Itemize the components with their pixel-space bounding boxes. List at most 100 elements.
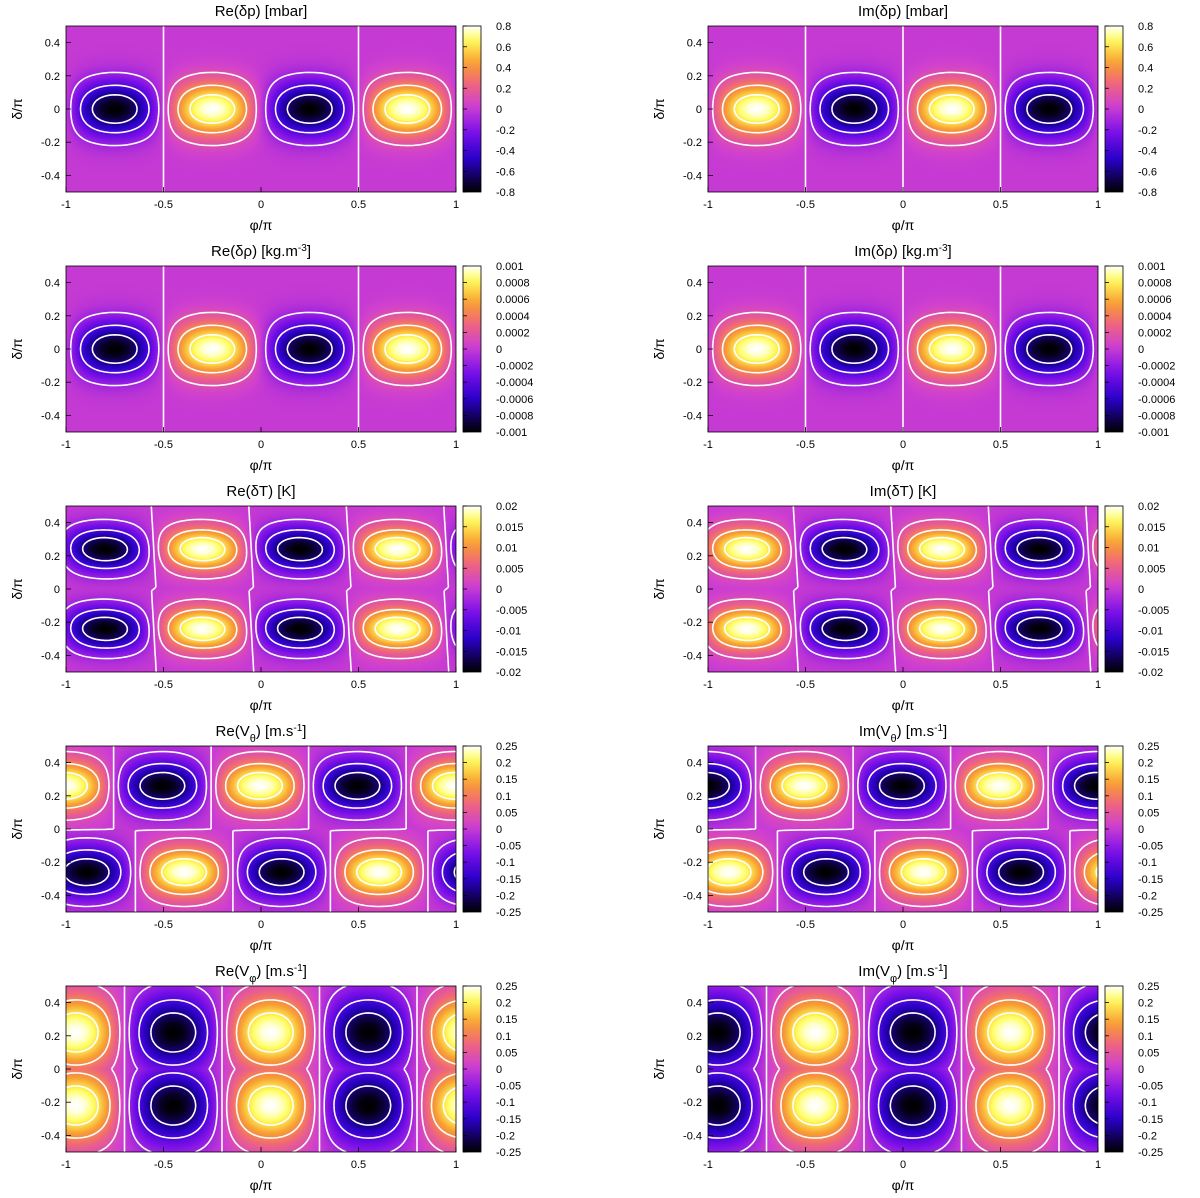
colorbar-tick-label-im-vtheta: -0.2 xyxy=(1138,890,1157,902)
x-tick-label-im-dt: 0.5 xyxy=(993,679,1008,691)
colorbar-tick-label-im-dt: 0 xyxy=(1138,584,1144,596)
colorbar-tick-label-re-dt: 0.005 xyxy=(496,563,524,575)
x-tick-label-re-drho: 0 xyxy=(258,439,264,451)
title-im-dt: Im(δT) [K] xyxy=(870,483,937,500)
x-tick-label-im-drho: 0.5 xyxy=(993,439,1008,451)
x-tick-label-im-dp: 0 xyxy=(900,199,906,211)
y-tick-label-im-dp: 0.2 xyxy=(687,71,702,83)
colorbar-tick-label-re-dp: -0.6 xyxy=(496,166,515,178)
x-axis-label-im-dp: φ/π xyxy=(892,217,915,233)
x-tick-label-im-vphi: 0 xyxy=(900,1159,906,1171)
colorbar-tick-label-im-drho: -0.0006 xyxy=(1138,394,1175,406)
panel-im-dt: Im(δT) [K] -1 -0.5 0 0.5 1 -0.4 -0.2 0 0.2 0.4 φ/π δ… xyxy=(651,483,1169,713)
colorbar-tick-label-re-dp: 0.4 xyxy=(496,63,511,75)
y-tick-label-re-vphi: 0.4 xyxy=(45,998,60,1010)
colorbar-tick-label-im-drho: -0.0004 xyxy=(1138,377,1175,389)
x-axis-label-im-dt: φ/π xyxy=(892,697,915,713)
x-tick-label-re-vphi: 1 xyxy=(453,1159,459,1171)
y-tick-label-re-vphi: -0.4 xyxy=(41,1130,60,1142)
x-tick-label-im-drho: 0 xyxy=(900,439,906,451)
x-axis-label-re-vphi: φ/π xyxy=(250,1177,273,1193)
y-tick-label-im-vtheta: 0.2 xyxy=(687,791,702,803)
colorbar-tick-label-re-dp: 0.6 xyxy=(496,42,511,54)
colorbar-tick-label-re-vphi: 0.1 xyxy=(496,1031,511,1043)
heatmap-re-dp xyxy=(66,26,456,192)
x-tick-label-re-dp: 0 xyxy=(258,199,264,211)
x-tick-label-re-vphi: 0.5 xyxy=(351,1159,366,1171)
x-tick-label-im-drho: -1 xyxy=(703,439,713,451)
colorbar-tick-label-im-dt: 0.005 xyxy=(1138,563,1166,575)
y-tick-label-re-drho: 0 xyxy=(54,344,60,356)
y-tick-label-re-vphi: 0.2 xyxy=(45,1031,60,1043)
panel-im-drho: Im(δρ) [kg.m-3] -1 -0.5 0 0.5 1 -0.4 -0.2 0 0.2 0.… xyxy=(651,243,1175,474)
y-tick-label-re-vtheta: 0 xyxy=(54,824,60,836)
y-axis-label-re-dt: δ/π xyxy=(9,578,25,600)
colorbar-tick-label-re-drho: -0.0008 xyxy=(496,410,533,422)
colorbar-tick-label-re-dt: 0.015 xyxy=(496,522,524,534)
y-tick-label-re-dt: -0.2 xyxy=(41,617,60,629)
colorbar-tick-label-re-vtheta: 0.15 xyxy=(496,774,517,786)
colorbar-tick-label-im-vphi: 0.15 xyxy=(1138,1014,1159,1026)
colorbar-tick-label-re-vtheta: -0.2 xyxy=(496,890,515,902)
colorbar-tick-label-im-dt: -0.015 xyxy=(1138,646,1169,658)
y-tick-label-re-dp: -0.4 xyxy=(41,170,60,182)
colorbar-tick-label-re-vtheta: 0 xyxy=(496,824,502,836)
panel-re-drho: Re(δρ) [kg.m-3] -1 -0.5 0 0.5 1 -0.4 -0.2 0 0.2 0.… xyxy=(9,243,533,474)
colorbar-tick-label-re-dp: 0.2 xyxy=(496,83,511,95)
title-re-vtheta: Re(Vθ) [m.s-1] xyxy=(216,723,307,746)
x-tick-label-im-dt: -0.5 xyxy=(796,679,815,691)
y-axis-label-re-vphi: δ/π xyxy=(9,1058,25,1080)
x-tick-label-im-vphi: -0.5 xyxy=(796,1159,815,1171)
colorbar-tick-label-re-drho: 0 xyxy=(496,344,502,356)
y-tick-label-im-vtheta: 0.4 xyxy=(687,758,702,770)
colorbar-tick-label-re-dt: 0.02 xyxy=(496,501,517,513)
y-tick-label-re-dt: -0.4 xyxy=(41,650,60,662)
colorbar-tick-label-re-dt: -0.005 xyxy=(496,605,527,617)
x-tick-label-re-vtheta: 0 xyxy=(258,919,264,931)
y-tick-label-re-drho: 0.2 xyxy=(45,311,60,323)
y-tick-label-re-dt: 0.2 xyxy=(45,551,60,563)
colorbar-tick-label-im-dp: -0.6 xyxy=(1138,166,1157,178)
x-axis-label-re-drho: φ/π xyxy=(250,457,273,473)
title-re-vphi: Re(Vφ) [m.s-1] xyxy=(215,963,307,986)
colorbar-tick-label-im-vphi: -0.05 xyxy=(1138,1081,1163,1093)
panel-re-dp: Re(δp) [mbar] -1 -0.5 0 0.5 1 -0.4 -0.2 0 0.2 0.4 φ… xyxy=(9,3,515,233)
y-tick-label-im-vtheta: -0.2 xyxy=(683,857,702,869)
colorbar-tick-label-im-dp: 0.8 xyxy=(1138,21,1153,33)
colorbar-tick-label-re-vtheta: 0.25 xyxy=(496,741,517,753)
contours-im-dt xyxy=(707,505,1099,673)
y-tick-label-re-drho: 0.4 xyxy=(45,278,60,290)
y-tick-label-im-vtheta: -0.4 xyxy=(683,890,702,902)
y-tick-label-im-dt: 0.2 xyxy=(687,551,702,563)
colorbar-tick-label-re-drho: 0.0002 xyxy=(496,327,530,339)
heatmap-re-drho xyxy=(66,266,456,432)
colorbar-tick-label-re-dp: -0.4 xyxy=(496,146,515,158)
colorbar-tick-label-im-dt: -0.005 xyxy=(1138,605,1169,617)
y-tick-label-re-vtheta: 0.2 xyxy=(45,791,60,803)
title-re-dt: Re(δT) [K] xyxy=(226,483,295,500)
x-tick-label-re-vtheta: -1 xyxy=(61,919,71,931)
x-tick-label-im-dp: 1 xyxy=(1095,199,1101,211)
colorbar-tick-label-im-drho: -0.001 xyxy=(1138,427,1169,439)
x-tick-label-im-dt: 1 xyxy=(1095,679,1101,691)
contours-re-vphi xyxy=(65,985,457,1153)
colorbar-tick-label-re-drho: -0.0002 xyxy=(496,361,533,373)
x-tick-label-im-dp: 0.5 xyxy=(993,199,1008,211)
colorbar-tick-label-re-vphi: -0.25 xyxy=(496,1147,521,1159)
panel-im-vtheta: Im(Vθ) [m.s-1] -1 -0.5 0 0.5 1 -0.4 -0.2 0 0.2 0.4… xyxy=(651,723,1163,954)
x-tick-label-re-dt: 1 xyxy=(453,679,459,691)
colorbar-tick-label-im-drho: 0.0008 xyxy=(1138,278,1172,290)
y-tick-label-re-drho: -0.2 xyxy=(41,377,60,389)
y-tick-label-re-dp: -0.2 xyxy=(41,137,60,149)
colorbar-tick-label-im-vtheta: -0.1 xyxy=(1138,857,1157,869)
x-tick-label-re-vphi: 0 xyxy=(258,1159,264,1171)
colorbar-tick-label-im-drho: -0.0002 xyxy=(1138,361,1175,373)
y-tick-label-im-dt: -0.2 xyxy=(683,617,702,629)
colorbar-tick-label-re-dp: 0 xyxy=(496,104,502,116)
colorbar-tick-label-re-dp: -0.2 xyxy=(496,125,515,137)
colorbar-tick-label-re-dt: 0.01 xyxy=(496,543,517,555)
contours-im-vtheta xyxy=(707,746,1099,912)
title-im-drho: Im(δρ) [kg.m-3] xyxy=(854,243,951,261)
colorbar-tick-label-im-dt: 0.015 xyxy=(1138,522,1166,534)
title-re-dp: Re(δp) [mbar] xyxy=(215,3,308,20)
